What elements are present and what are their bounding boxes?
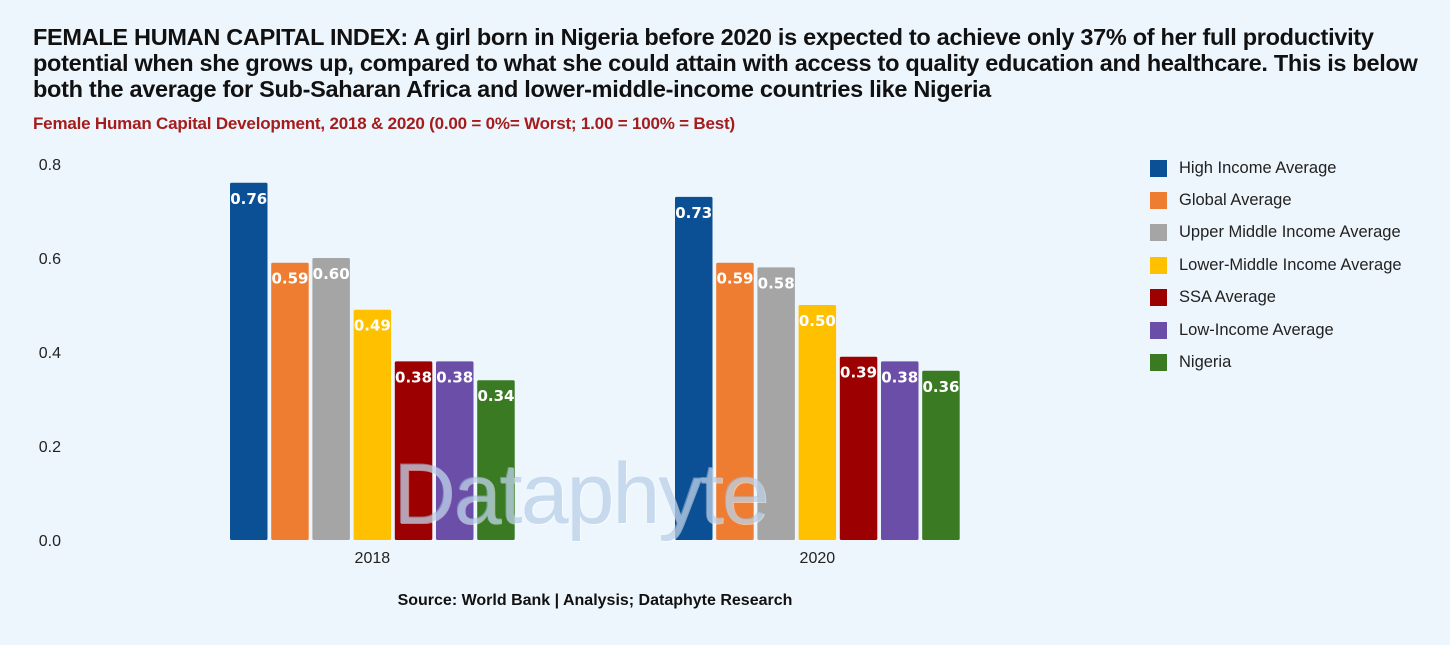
source-note: Source: World Bank | Analysis; Dataphyte… [397,592,793,609]
legend-item: Upper Middle Income Average [1150,217,1402,249]
data-label: 0.36 [922,378,959,396]
bar [798,305,837,540]
bar [477,380,515,540]
legend-label: Low-Income Average [1179,320,1334,339]
legend-label: Global Average [1179,191,1292,210]
data-label: 0.58 [758,274,795,292]
data-label: 0.60 [313,265,350,283]
bar [839,356,878,540]
data-label: 0.76 [230,190,267,208]
y-tick-label: 0.8 [39,157,61,174]
legend-swatch [1150,289,1167,307]
bar [394,361,433,540]
data-label: 0.34 [477,387,514,405]
legend-item: Lower-Middle Income Average [1150,249,1402,281]
legend-item: SSA Average [1150,282,1402,314]
bar [271,262,309,540]
bar [312,258,350,540]
legend-swatch [1150,159,1167,177]
legend-item: High Income Average [1150,152,1402,184]
chart-legend: High Income Average Global Average Upper M… [1150,152,1402,379]
y-tick-label: 0.0 [39,533,61,550]
bar [675,196,713,540]
legend-label: High Income Average [1179,158,1337,177]
data-label: 0.38 [881,368,918,386]
y-tick-label: 0.6 [39,251,61,268]
legend-label: Nigeria [1179,353,1232,372]
legend-swatch [1150,192,1167,210]
data-label: 0.59 [271,270,308,288]
bar [353,309,392,540]
legend-swatch [1150,354,1167,372]
data-label: 0.39 [840,364,877,382]
legend-swatch [1150,256,1167,274]
legend-swatch [1150,224,1167,242]
bar [881,361,919,540]
data-label: 0.59 [716,270,753,288]
legend-swatch [1150,321,1167,339]
y-tick-label: 0.4 [39,345,61,362]
x-tick-label: 2020 [800,550,836,567]
bar [436,361,474,540]
legend-item: Low-Income Average [1150,314,1402,346]
data-label: 0.50 [799,312,836,330]
chart-title: FEMALE HUMAN CAPITAL INDEX: A girl born … [33,24,1418,102]
bar [757,267,795,540]
legend-label: SSA Average [1179,288,1276,307]
data-label: 0.49 [354,317,391,335]
bar [230,182,268,541]
x-tick-label: 2018 [355,550,391,567]
legend-item: Global Average [1150,184,1402,216]
data-label: 0.38 [436,368,473,386]
bar [922,370,960,540]
y-tick-label: 0.2 [39,439,61,456]
data-label: 0.38 [395,368,432,386]
bar [716,262,754,540]
legend-label: Lower-Middle Income Average [1179,255,1402,274]
legend-item: Nigeria [1150,346,1402,378]
legend-label: Upper Middle Income Average [1179,223,1401,242]
data-label: 0.73 [675,204,712,222]
chart-subtitle: Female Human Capital Development, 2018 &… [33,114,735,133]
